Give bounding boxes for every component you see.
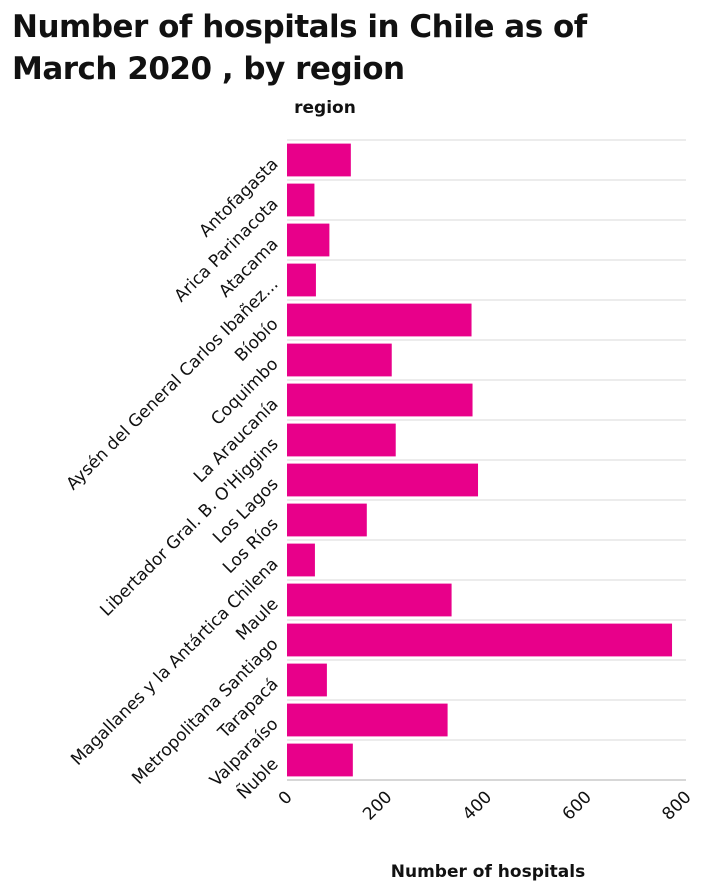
bar <box>287 743 353 777</box>
bar <box>287 503 367 537</box>
bar <box>287 703 448 737</box>
x-tick-label: 800 <box>658 787 695 824</box>
bar <box>287 223 330 257</box>
x-tick-label: 400 <box>459 787 496 824</box>
bar <box>287 183 315 217</box>
bar <box>287 383 473 417</box>
x-tick-label: 600 <box>559 787 596 824</box>
bar <box>287 143 351 177</box>
bars <box>287 143 673 777</box>
bar <box>287 263 316 297</box>
bar <box>287 623 673 657</box>
bar <box>287 423 396 457</box>
x-tick-label: 200 <box>359 787 396 824</box>
bar <box>287 343 392 377</box>
bar <box>287 583 452 617</box>
x-tick-label: 0 <box>275 787 297 809</box>
x-tick-labels: 0 200 400 600 800 <box>275 787 696 824</box>
gridlines <box>287 139 686 781</box>
bar <box>287 303 472 337</box>
bar <box>287 663 327 697</box>
bar <box>287 463 479 497</box>
x-axis-label: Number of hospitals <box>391 862 585 882</box>
chart-title: Number of hospitals in Chile as of March… <box>12 9 587 87</box>
bar <box>287 543 315 577</box>
y-axis-label: region <box>294 98 356 118</box>
